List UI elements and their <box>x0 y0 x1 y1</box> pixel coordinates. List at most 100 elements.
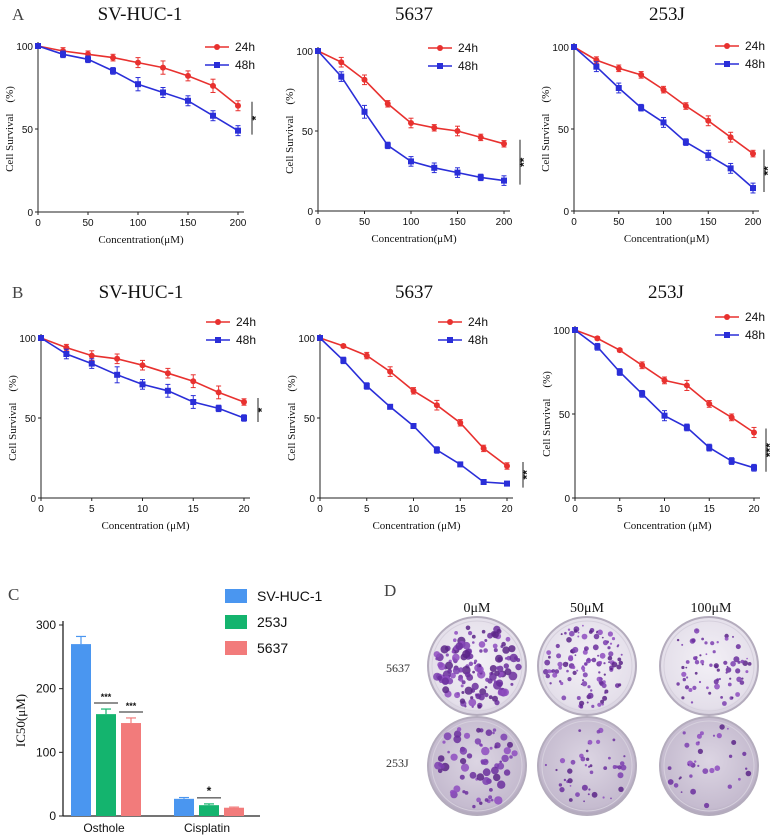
data-point-48h <box>615 85 622 91</box>
x-tick-label: 50 <box>82 218 94 229</box>
data-point-48h <box>85 56 91 63</box>
colony-spot <box>719 724 725 730</box>
colony-spot <box>566 669 569 673</box>
colony-spot <box>572 646 579 653</box>
x-tick-label: 100 <box>403 217 420 228</box>
colony-spot <box>453 638 457 642</box>
colony-spot <box>587 692 594 699</box>
colony-spot <box>496 666 500 670</box>
data-point-24h <box>408 120 414 126</box>
colony-spot <box>601 683 607 689</box>
legend-label-48h: 48h <box>236 333 256 347</box>
colony-spot <box>616 645 619 648</box>
dish-plate <box>537 616 637 716</box>
colony-spot <box>502 646 510 654</box>
colony-spot <box>618 683 622 687</box>
colony-spot <box>579 700 585 706</box>
colony-spot <box>571 665 576 670</box>
significance-label: *** <box>101 692 112 702</box>
colony-spot <box>690 788 696 795</box>
x-tick-label: 5 <box>617 504 623 515</box>
colony-dish-1-0 <box>427 716 527 816</box>
colony-spot <box>471 682 479 691</box>
legend-label-sv-huc-1: SV-HUC-1 <box>257 588 323 604</box>
data-point-24h <box>706 400 713 407</box>
colony-spot <box>601 636 604 639</box>
data-point-24h <box>110 54 116 61</box>
colony-spot <box>716 641 719 644</box>
data-point-48h <box>63 351 70 357</box>
colony-spot <box>466 674 474 681</box>
colony-spot <box>478 664 482 668</box>
x-tick-label: 15 <box>188 504 200 515</box>
colony-spot <box>511 750 518 757</box>
colony-col-header-1: 50μM <box>570 601 605 616</box>
colony-spot <box>667 766 672 770</box>
y-tick-label: 0 <box>309 494 315 505</box>
dish-rim <box>663 620 755 712</box>
colony-spot <box>731 740 737 745</box>
x-tick-label: 15 <box>704 504 716 515</box>
data-point-48h <box>363 383 370 389</box>
colony-spot <box>568 655 574 660</box>
legend-label-24h: 24h <box>468 315 488 329</box>
colony-spot <box>472 804 476 809</box>
colony-spot <box>600 699 605 704</box>
legend-label-24h: 24h <box>236 315 256 329</box>
bar-sv-huc-1-cisplatin <box>174 798 194 816</box>
colony-spot <box>499 760 503 764</box>
colony-spot <box>588 788 591 791</box>
colony-spot <box>551 669 556 673</box>
data-point-48h <box>88 360 95 367</box>
colony-spot <box>443 732 452 741</box>
chart-title: 253J <box>648 282 684 303</box>
colony-spot <box>482 777 491 785</box>
colony-spot <box>446 675 450 679</box>
x-tick-label: 150 <box>180 218 197 229</box>
colony-spot <box>468 631 473 636</box>
x-axis-label: Concentration (μM) <box>101 520 189 532</box>
colony-spot <box>508 671 518 681</box>
legend-swatch-sv-huc-1 <box>225 589 247 603</box>
colony-spot <box>676 638 680 642</box>
colony-spot <box>588 630 593 634</box>
x-tick-label: 50 <box>359 217 371 228</box>
colony-spot <box>698 680 702 684</box>
bar-5637-cisplatin <box>224 807 244 816</box>
colony-row-header-1: 253J <box>386 756 409 770</box>
colony-spot <box>704 641 708 645</box>
line-chart-a-sv-huc-1: SV-HUC-1 0 50 100 150 200 0 50 100 Concentration(… <box>4 4 263 246</box>
colony-spot <box>692 685 697 691</box>
legend-marker-48h <box>215 337 221 343</box>
y-tick-label: 200 <box>36 682 56 696</box>
colony-spot <box>584 646 589 651</box>
colony-spot <box>559 758 566 764</box>
colony-spot <box>620 764 627 771</box>
x-tick-label: 100 <box>130 218 147 229</box>
line-chart-a-5637: 5637 0 50 100 150 200 0 50 100 Concentration(μM) C… <box>284 4 531 245</box>
y-tick-label: 100 <box>16 42 33 53</box>
data-point-48h <box>135 81 141 88</box>
colony-spot <box>547 669 552 674</box>
bar-sv-huc-1-osthole <box>71 644 91 816</box>
significance-label: ** <box>520 470 534 480</box>
colony-spot <box>564 631 567 635</box>
x-axis-label: Concentration (μM) <box>623 520 711 532</box>
y-tick-label: 50 <box>22 125 34 136</box>
colony-spot <box>716 733 722 739</box>
colony-spot <box>745 670 749 674</box>
colony-spot <box>543 669 549 675</box>
data-point-48h <box>160 89 166 96</box>
colony-spot <box>585 749 589 753</box>
data-point-48h <box>504 480 510 487</box>
legend-label-253j: 253J <box>257 614 287 630</box>
colony-spot <box>730 661 736 667</box>
y-tick-label: 50 <box>558 125 570 136</box>
colony-spot <box>488 695 493 700</box>
data-point-24h <box>477 134 484 141</box>
colony-spot <box>573 629 578 633</box>
data-point-48h <box>454 169 461 176</box>
data-point-24h <box>363 352 370 359</box>
data-point-48h <box>317 335 323 341</box>
colony-spot <box>445 661 453 670</box>
